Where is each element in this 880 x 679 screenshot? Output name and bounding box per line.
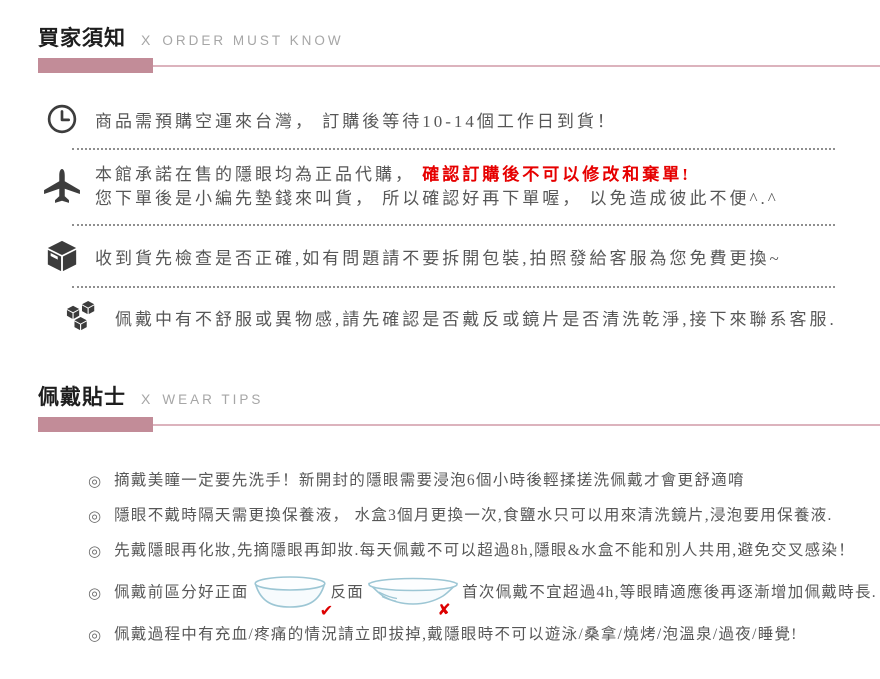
section-underline	[38, 58, 880, 73]
wear-tips-list: ◎ 摘戴美瞳一定要先洗手！新開封的隱眼需要浸泡6個小時後輕揉搓洗佩戴才會更舒適唷…	[38, 470, 880, 646]
note-row-inspection: 收到貨先檢查是否正確,如有問題請不要拆開包裝,拍照發給客服為您免費更換~	[38, 235, 880, 277]
section-title-x: X	[141, 391, 153, 407]
bullet-icon: ◎	[88, 626, 102, 644]
note-line1-warning: 確認訂購後不可以修改和棄單!	[422, 165, 691, 184]
airplane-icon	[38, 168, 86, 206]
dotted-divider	[72, 286, 835, 288]
note-text-group: 本館承諾在售的隱眼均為正品代購， 確認訂購後不可以修改和棄單! 您下單後是小編先…	[95, 163, 779, 211]
bullet-icon: ◎	[88, 542, 102, 560]
lens-back-icon: ✘	[366, 577, 460, 618]
order-must-know-section: 買家須知 X ORDER MUST KNOW 商品需預購空運來台灣， 訂購後等待…	[38, 22, 880, 337]
tip-text: 隱眼不戴時隔天需更換保養液， 水盒3個月更換一次,食鹽水只可以用來清洗鏡片,浸泡…	[114, 507, 833, 524]
section-title-x: X	[141, 32, 153, 48]
tip-text: 先戴隱眼再化妝,先摘隱眼再卸妝.每天佩戴不可以超過8h,隱眼&水盒不能和別人共用…	[114, 542, 856, 559]
accent-line	[153, 423, 880, 426]
lens-front-label: 佩戴前區分好正面	[114, 584, 249, 601]
wear-tips-section: 佩戴貼士 X WEAR TIPS ◎ 摘戴美瞳一定要先洗手！新開封的隱眼需要浸泡…	[38, 381, 880, 646]
note-row-shipping: 商品需預購空運來台灣， 訂購後等待10-14個工作日到貨！	[38, 99, 880, 139]
bullet-icon: ◎	[88, 472, 102, 490]
bullet-icon: ◎	[88, 507, 102, 525]
cross-icon: ✘	[437, 600, 453, 619]
tip-row: ◎ 先戴隱眼再化妝,先摘隱眼再卸妝.每天佩戴不可以超過8h,隱眼&水盒不能和別人…	[88, 540, 880, 562]
tip-row: ◎ 摘戴美瞳一定要先洗手！新開封的隱眼需要浸泡6個小時後輕揉搓洗佩戴才會更舒適唷	[88, 470, 880, 492]
section-title-en: WEAR TIPS	[162, 392, 264, 407]
tip-row: ◎ 隱眼不戴時隔天需更換保養液， 水盒3個月更換一次,食鹽水只可以用來清洗鏡片,…	[88, 505, 880, 527]
lens-tip-text: 首次佩戴不宜超過4h,等眼睛適應後再逐漸增加佩戴時長.	[462, 584, 877, 601]
lens-back-label: 反面	[330, 584, 365, 601]
section-underline	[38, 417, 880, 432]
tip-text: 摘戴美瞳一定要先洗手！新開封的隱眼需要浸泡6個小時後輕揉搓洗佩戴才會更舒適唷	[114, 472, 745, 489]
section-header: 佩戴貼士 X WEAR TIPS	[38, 381, 880, 411]
check-icon: ✔	[319, 601, 335, 620]
bullet-icon: ◎	[88, 584, 102, 602]
note-line2: 您下單後是小編先墊錢來叫貨， 所以確認好再下單喔， 以免造成彼此不便^.^	[95, 189, 779, 208]
accent-bar	[38, 417, 153, 432]
tip-text: 佩戴過程中有充血/疼痛的情況請立即拔掉,戴隱眼時不可以遊泳/桑拿/燒烤/泡溫泉/…	[114, 626, 798, 643]
note-text: 收到貨先檢查是否正確,如有問題請不要拆開包裝,拍照發給客服為您免費更換~	[95, 248, 782, 268]
order-notes-list: 商品需預購空運來台灣， 訂購後等待10-14個工作日到貨！ 本館承諾在售的隱眼均…	[38, 99, 880, 337]
dotted-divider	[72, 148, 835, 150]
package-icon	[38, 239, 86, 273]
section-title-zh: 買家須知	[38, 27, 126, 50]
note-text: 商品需預購空運來台灣， 訂購後等待10-14個工作日到貨！	[95, 111, 617, 131]
tip-row-lens-orientation: ◎ 佩戴前區分好正面 ✔ 反面	[88, 575, 880, 619]
cubes-icon	[58, 301, 106, 333]
section-title-en: ORDER MUST KNOW	[162, 33, 344, 48]
section-header: 買家須知 X ORDER MUST KNOW	[38, 22, 880, 52]
tip-text: 佩戴前區分好正面 ✔ 反面	[114, 575, 877, 619]
note-row-discomfort: 佩戴中有不舒服或異物感,請先確認是否戴反或鏡片是否清洗乾淨,接下來聯系客服.	[58, 297, 880, 337]
product-notice-page: 買家須知 X ORDER MUST KNOW 商品需預購空運來台灣， 訂購後等待…	[38, 22, 880, 646]
tip-row: ◎ 佩戴過程中有充血/疼痛的情況請立即拔掉,戴隱眼時不可以遊泳/桑拿/燒烤/泡溫…	[88, 624, 880, 646]
lens-front-icon: ✔	[251, 575, 333, 619]
accent-line	[153, 64, 880, 67]
dotted-divider	[72, 224, 835, 226]
note-row-preorder: 本館承諾在售的隱眼均為正品代購， 確認訂購後不可以修改和棄單! 您下單後是小編先…	[38, 159, 880, 215]
clock-icon	[38, 103, 86, 135]
section-title-zh: 佩戴貼士	[38, 386, 126, 409]
note-line1: 本館承諾在售的隱眼均為正品代購， 確認訂購後不可以修改和棄單!	[95, 163, 779, 187]
note-line1-normal: 本館承諾在售的隱眼均為正品代購，	[95, 165, 423, 184]
accent-bar	[38, 58, 153, 73]
note-text: 佩戴中有不舒服或異物感,請先確認是否戴反或鏡片是否清洗乾淨,接下來聯系客服.	[115, 309, 837, 329]
